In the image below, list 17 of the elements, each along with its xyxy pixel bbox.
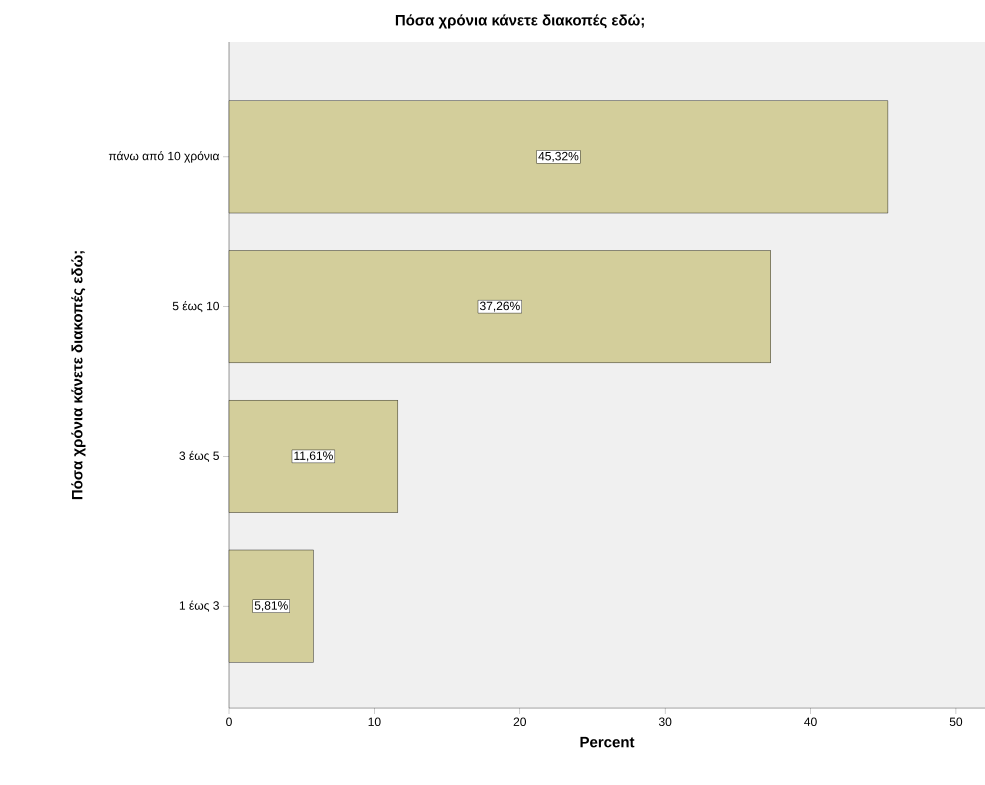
y-tick-label: 5 έως 10 <box>172 301 219 312</box>
chart-title: Πόσα χρόνια κάνετε διακοπές εδώ; <box>396 14 644 28</box>
data-label: 45,32% <box>538 152 578 162</box>
y-tick-label: 1 έως 3 <box>180 600 219 612</box>
data-label: 11,61% <box>294 451 333 462</box>
x-tick-label: 10 <box>368 718 381 726</box>
data-label: 37,26% <box>480 302 520 312</box>
x-tick-label: 50 <box>950 718 962 726</box>
y-tick-label: 3 έως 5 <box>179 450 219 462</box>
x-tick-label: 20 <box>514 718 526 726</box>
y-axis-title: Πόσα χρόνια κάνετε διακοπές εδώ; <box>71 251 86 500</box>
x-tick-label: 30 <box>658 718 672 726</box>
x-tick-label: 40 <box>804 718 817 726</box>
x-axis-title: Percent <box>580 736 634 748</box>
data-label: 5,81% <box>254 601 288 612</box>
y-tick-label: πάνω από 10 χρόνια <box>108 151 220 163</box>
x-tick-label: 0 <box>226 718 232 726</box>
